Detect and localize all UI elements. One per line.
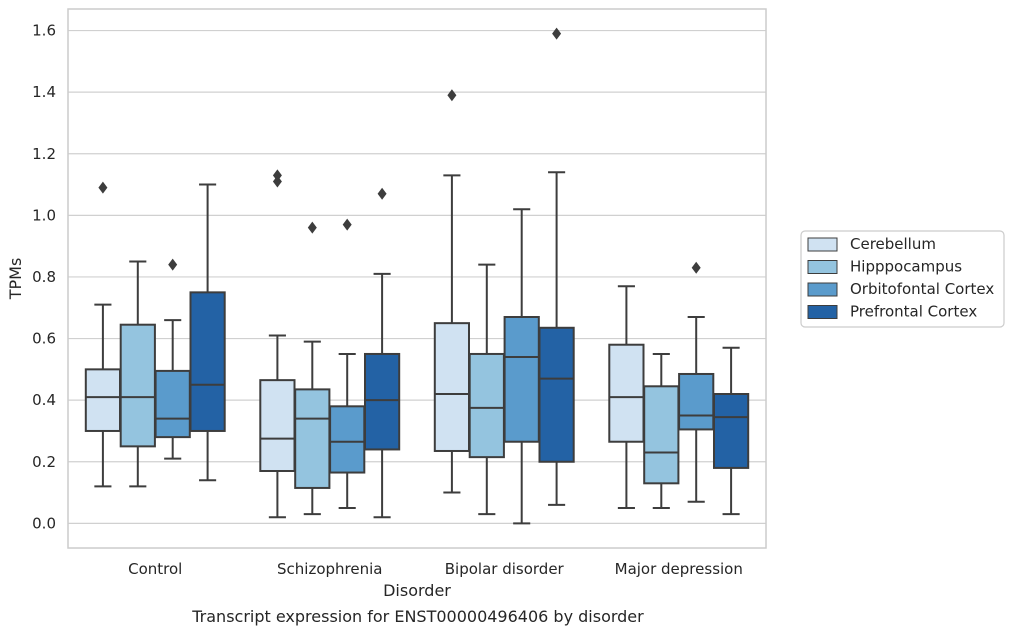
plot-frame — [67, 8, 767, 549]
outlier-point — [691, 261, 701, 274]
box-iqr — [503, 316, 540, 443]
box — [643, 352, 680, 509]
box — [678, 261, 715, 503]
outlier-point — [272, 169, 282, 182]
box-iqr — [643, 385, 680, 485]
y-tick-label: 0.2 — [32, 453, 56, 471]
box — [712, 346, 750, 516]
outlier-point — [307, 221, 317, 234]
outlier-point — [272, 175, 282, 188]
legend-label: Cerebellum — [850, 235, 936, 253]
box-iqr — [712, 393, 750, 469]
series-orbitofontal-cortex — [154, 208, 715, 525]
box — [363, 187, 401, 519]
box-iqr — [608, 343, 645, 443]
box-iqr — [154, 369, 191, 439]
outlier-point — [447, 89, 457, 102]
box-iqr — [189, 291, 226, 432]
series-hipppocampus — [119, 221, 680, 516]
legend-frame — [800, 230, 1005, 328]
x-tick-label: Major depression — [615, 560, 743, 578]
box — [503, 208, 540, 525]
legend-swatch — [807, 282, 838, 297]
box — [259, 169, 296, 519]
outlier-point — [168, 258, 178, 271]
box — [294, 221, 331, 516]
plot-series — [84, 27, 750, 525]
box — [329, 218, 366, 509]
outlier-point — [98, 181, 108, 194]
legend-label: Orbitofontal Cortex — [850, 280, 994, 298]
box-iqr — [363, 352, 401, 451]
box-iqr — [468, 352, 505, 459]
box-iqr — [678, 372, 715, 431]
series-prefrontal-cortex — [189, 27, 750, 519]
x-tick-label: Bipolar disorder — [445, 560, 565, 578]
figure-caption: Transcript expression for ENST0000049640… — [191, 607, 644, 626]
box — [468, 263, 505, 516]
y-axis-label: TPMs — [6, 258, 25, 301]
y-tick-label: 1.0 — [32, 206, 56, 224]
y-tick-label: 0.8 — [32, 268, 56, 286]
y-tick-label: 0.0 — [32, 514, 56, 532]
legend-swatch — [807, 237, 838, 252]
box-iqr — [329, 405, 366, 474]
box-iqr — [119, 323, 156, 448]
y-tick-label: 0.4 — [32, 391, 56, 409]
legend: Cerebellum Hipppocampus Orbitofontal Corte… — [800, 230, 1005, 328]
box-iqr — [294, 388, 331, 489]
x-axis-ticks: Control Schizophrenia Bipolar disorder Majo… — [128, 560, 743, 578]
y-tick-label: 0.6 — [32, 330, 56, 348]
x-axis-label: Disorder — [383, 581, 451, 600]
box-iqr — [433, 322, 471, 452]
y-axis-ticks: 0.0 0.2 0.4 0.6 0.8 1.0 1.2 1.4 1.6 — [32, 22, 56, 533]
box — [119, 260, 156, 488]
outlier-point — [377, 187, 387, 200]
box — [154, 258, 191, 460]
legend-swatch — [807, 260, 838, 274]
y-tick-label: 1.4 — [32, 83, 56, 101]
box — [608, 285, 645, 509]
box — [189, 183, 226, 482]
y-tick-label: 1.2 — [32, 145, 56, 163]
x-tick-label: Schizophrenia — [277, 560, 382, 578]
box — [84, 181, 122, 488]
box-iqr — [84, 368, 122, 432]
outlier-point — [342, 218, 352, 231]
y-tick-label: 1.6 — [32, 22, 56, 40]
series-cerebellum — [84, 89, 645, 519]
outlier-point — [552, 27, 562, 40]
box-iqr — [538, 326, 575, 463]
legend-label: Hipppocampus — [850, 258, 962, 276]
legend-swatch — [807, 305, 838, 319]
box — [433, 89, 471, 494]
x-tick-label: Control — [128, 560, 182, 578]
legend-label: Prefrontal Cortex — [850, 303, 977, 321]
box-iqr — [259, 379, 296, 473]
box — [538, 27, 575, 506]
